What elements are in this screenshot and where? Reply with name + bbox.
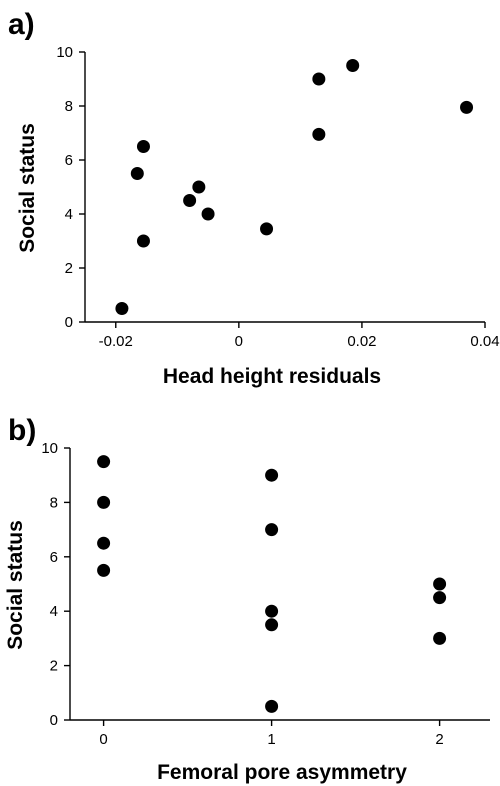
panel-b-points [97,455,447,713]
panel-b-data-point [265,604,279,618]
panel-b-data-point [97,455,111,469]
panel-a-points [115,59,474,315]
panel-a-data-point [130,167,144,180]
panel-a-data-point [115,302,129,315]
panel-a-data-point [312,127,326,141]
panel-a-x-tick-label: 0.04 [470,333,499,350]
panel-b-x-axis-title: Femoral pore asymmetry [157,761,407,784]
panel-a-y-axis-title: Social status [16,123,39,253]
panel-b-data-point [265,523,279,537]
panel-a-x-tick-label: 0.02 [347,333,376,350]
panel-b-y-tick-label: 6 [50,549,58,566]
panel-a-y-tick-label: 8 [65,98,73,115]
panel-a-ticks: 0 2 4 6 8 10 -0.02 0 0.02 0.04 [56,44,499,350]
panel-b-y-axis-title: Social status [4,520,27,650]
panel-b: b) Social status Femoral pore asymmetry … [4,414,490,784]
panel-a-y-tick-label: 6 [65,152,73,169]
panel-b-data-point [265,618,279,632]
panel-b-data-point [97,563,111,577]
panel-a-axes [84,52,485,323]
panel-a: a) Social status Head height residuals 0… [8,8,500,388]
panel-b-data-point [433,591,447,605]
panel-b-label: b) [8,414,36,447]
panel-a-data-point [201,207,215,221]
panel-a-x-axis-title: Head height residuals [163,365,381,388]
panel-b-y-tick-label: 4 [50,603,58,620]
panel-a-data-point [183,194,197,207]
panel-a-x-tick-label: -0.02 [99,333,133,350]
panel-a-data-point [460,100,474,114]
panel-a-y-tick-label: 2 [65,260,73,277]
panel-b-data-point [97,495,111,509]
panel-b-x-tick-label: 2 [435,731,443,748]
panel-b-x-tick-label: 1 [267,731,275,748]
panel-b-axes [69,448,490,721]
panel-a-data-point [192,180,206,194]
panel-a-data-point [136,140,150,153]
panel-b-data-point [265,699,279,713]
panel-b-y-tick-label: 8 [50,494,58,511]
panel-b-ticks: 0 2 4 6 8 10 0 1 2 [41,440,443,748]
panel-b-y-tick-label: 0 [50,712,58,729]
panel-a-data-point [136,234,150,248]
panel-a-y-tick-label: 10 [56,44,73,61]
panel-a-data-point [260,222,274,236]
panel-b-y-tick-label: 2 [50,658,58,675]
panel-a-x-tick-label: 0 [235,333,243,350]
panel-b-data-point [433,631,447,645]
panel-a-label: a) [8,8,35,41]
panel-a-data-point [346,59,360,72]
panel-b-x-tick-label: 0 [99,731,107,748]
panel-b-y-tick-label: 10 [41,440,58,457]
panel-b-data-point [433,577,447,591]
panel-b-data-point [97,536,111,550]
panel-a-y-tick-label: 4 [65,206,73,223]
panel-b-data-point [265,468,279,482]
panel-a-y-tick-label: 0 [65,314,73,331]
panel-a-data-point [312,72,326,86]
